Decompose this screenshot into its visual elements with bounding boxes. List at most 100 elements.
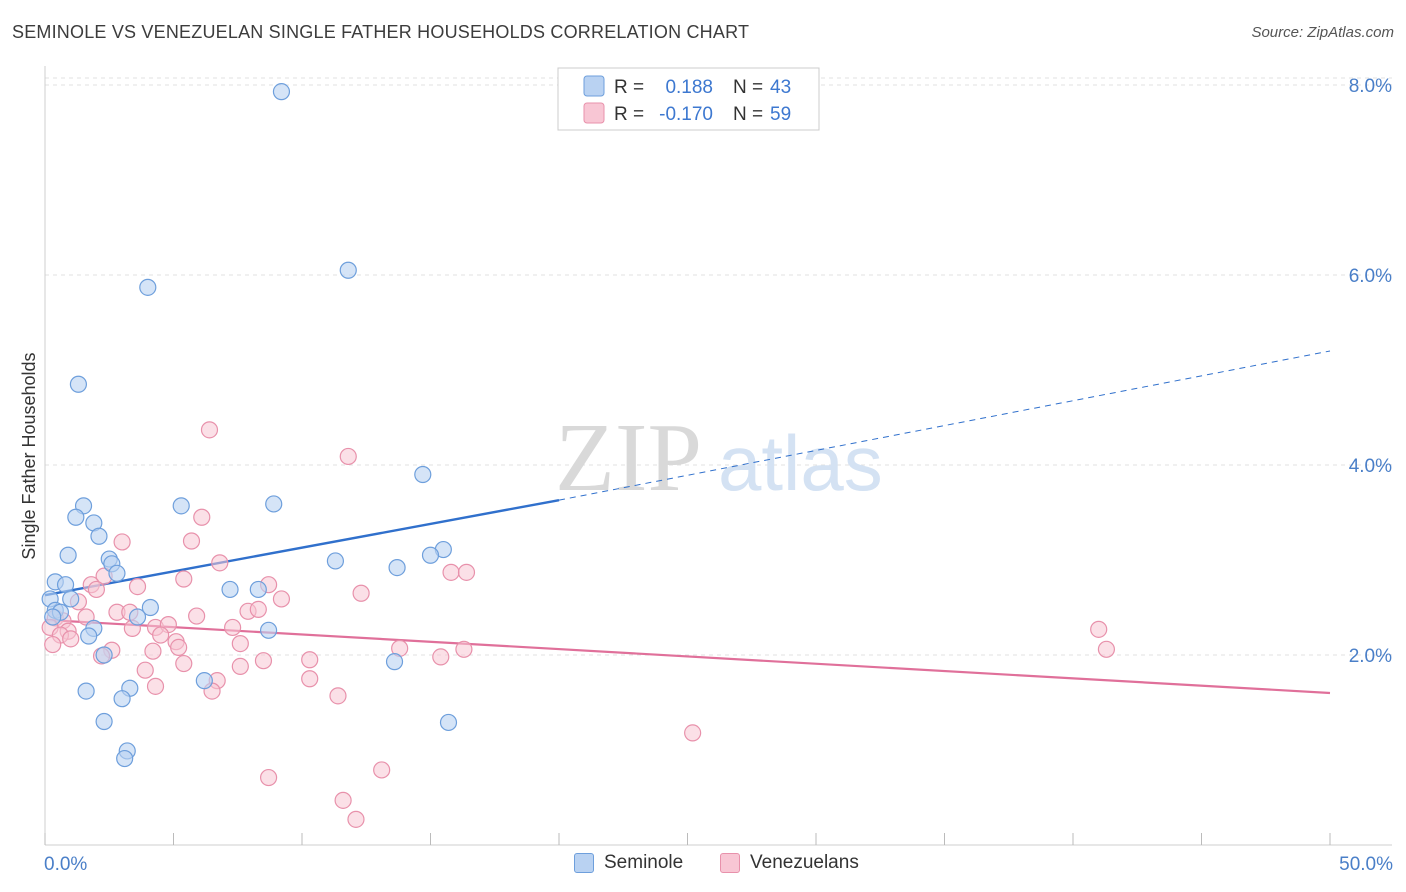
seminole-point (265, 495, 283, 513)
legend-n-label-seminole: N = (733, 77, 763, 98)
venezuelan-point (339, 447, 357, 466)
venezuelan-point (146, 677, 165, 695)
y-tick-label: 8.0% (1349, 76, 1392, 97)
venezuelan-point (128, 577, 147, 596)
venezuelan-point (224, 618, 242, 637)
legend-swatch-seminole-bottom (574, 853, 594, 873)
seminole-point (221, 580, 239, 599)
source-label: Source: ZipAtlas.com (1251, 24, 1394, 41)
legend-r-label-venezuelans: R = (614, 104, 644, 125)
venezuelan-point (152, 626, 170, 644)
seminole-point (113, 690, 131, 708)
venezuelan-point (44, 635, 62, 654)
y-tick-label: 4.0% (1349, 456, 1392, 477)
venezuelan-point (200, 421, 219, 439)
seminole-point (67, 508, 85, 526)
trend-lines (44, 350, 1331, 695)
venezuelan-point (87, 580, 106, 599)
venezuelan-point (329, 687, 347, 705)
y-axis-label: Single Father Households (19, 352, 39, 559)
seminole-point (56, 576, 75, 594)
venezuelan-point (301, 670, 319, 688)
y-tick-label: 6.0% (1349, 266, 1392, 287)
legend-item-seminole: Seminole (574, 852, 683, 874)
legend-swatch-seminole (583, 75, 605, 97)
venezuelan-point (175, 654, 193, 673)
venezuelan-point (334, 791, 352, 809)
venezuelan-point (170, 638, 188, 657)
venezuelan-point (347, 810, 365, 828)
seminole-point (44, 608, 62, 626)
venezuelan-point (188, 607, 206, 625)
legend-label-seminole: Seminole (604, 852, 684, 873)
seminole-point (90, 527, 108, 545)
venezuelan-point (373, 761, 391, 779)
venezuelan-point (182, 532, 201, 550)
seminole-point (69, 375, 88, 393)
venezuelan-point (62, 630, 80, 648)
venezuelan-point (136, 661, 154, 679)
legend-r-value-venezuelans: -0.170 (659, 104, 713, 125)
legend-item-venezuelans: Venezuelans (720, 852, 859, 874)
legend-n-value-seminole: 43 (770, 77, 791, 98)
venezuelan-point (231, 634, 249, 653)
venezuelan-point (455, 640, 473, 658)
seminole-point (80, 627, 98, 645)
venezuelan-point (432, 648, 450, 666)
venezuelan-point (442, 563, 460, 581)
seminole-point (259, 621, 278, 639)
seminole-point (421, 546, 440, 564)
seminole-trend-line (44, 498, 560, 597)
venezuelan-point (259, 768, 278, 787)
venezuelan-trend-line (44, 618, 1331, 695)
venezuelan-point (301, 651, 319, 669)
seminole-point (95, 646, 113, 664)
seminole-point (172, 497, 190, 515)
watermark-atlas: atlas (718, 419, 883, 507)
venezuelan-point (684, 724, 702, 742)
chart-title: SEMINOLE VS VENEZUELAN SINGLE FATHER HOU… (12, 22, 750, 42)
venezuelan-point (352, 584, 370, 602)
watermark: ZIP atlas (555, 404, 883, 512)
seminole-trend-extension (558, 350, 1331, 501)
venezuelan-point (272, 590, 291, 608)
venezuelan-point (254, 652, 273, 670)
x-tick-label: 0.0% (44, 854, 87, 875)
venezuelan-point (193, 508, 211, 526)
legend-swatch-venezuelans (583, 102, 605, 124)
venezuelan-point (231, 657, 249, 676)
seminole-point (385, 653, 404, 671)
legend-label-venezuelans: Venezuelans (750, 852, 859, 873)
venezuelan-point (1097, 640, 1116, 658)
seminole-point (95, 712, 113, 731)
venezuelan-point (457, 563, 476, 581)
seminole-point (195, 672, 213, 690)
seminole-point (339, 261, 357, 279)
venezuelan-point (175, 570, 193, 588)
venezuelan-point (1090, 620, 1108, 638)
venezuelan-point (249, 600, 267, 619)
x-tick-label: 50.0% (1339, 854, 1393, 875)
seminole-point (128, 608, 147, 626)
legend-n-value-venezuelans: 59 (770, 104, 791, 125)
legend-r-label-seminole: R = (614, 77, 644, 98)
legend-box: R = 0.188 N = 43 R = -0.170 N = 59 (557, 67, 820, 131)
seminole-point (388, 558, 406, 577)
seminole-point (77, 682, 95, 700)
axes (44, 66, 1392, 846)
seminole-point (59, 546, 77, 564)
seminole-point (439, 713, 458, 732)
seminole-point (62, 590, 80, 608)
seminole-point (249, 580, 267, 599)
watermark-zip: ZIP (555, 404, 702, 512)
seminole-point (272, 83, 291, 101)
seminole-point (414, 465, 432, 484)
bottom-legend: Seminole Venezuelans (0, 852, 1406, 878)
legend-r-value-seminole: 0.188 (665, 77, 713, 98)
legend-swatch-venezuelans-bottom (720, 853, 740, 873)
seminole-point (116, 749, 134, 768)
seminole-point (108, 564, 126, 582)
venezuelan-point (211, 554, 229, 572)
venezuelan-point (144, 642, 162, 660)
